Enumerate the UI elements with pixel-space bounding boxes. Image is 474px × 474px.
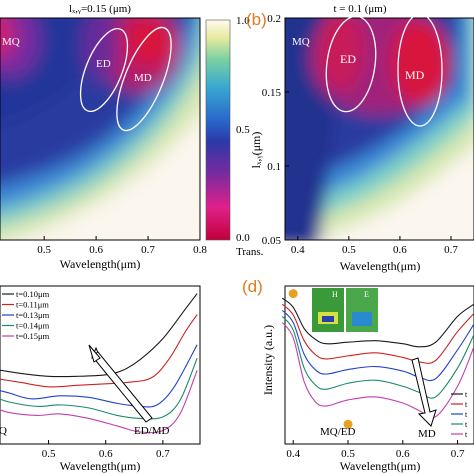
panel-a-label-md: MD	[134, 72, 152, 84]
inset-h-label: H	[332, 290, 338, 299]
panel-a-xlabel: Wavelength(μm)	[60, 257, 141, 271]
panel-b-title: t = 0.1 (μm)	[333, 3, 386, 15]
panel-a-x-axis: 0.5 0.6 0.7 0.8	[37, 236, 207, 256]
panel-b-ytick-label-1: 0.15	[262, 87, 282, 99]
panel-d-series-3	[281, 316, 474, 399]
panel-b-xlabel: Wavelength(μm)	[340, 259, 421, 273]
panel-a-frame	[0, 17, 201, 241]
panel-d-legend-label-4: t	[465, 430, 468, 439]
panel-d-xtick-label-1: 0.5	[341, 448, 355, 460]
panel-d-lines	[281, 297, 474, 419]
panel-d-xtick-label-3: 0.7	[451, 448, 465, 460]
md-ellipse	[116, 26, 172, 132]
panel-d-xtick-label-0: 0.4	[286, 448, 300, 460]
panel-a-label-ed: ED	[96, 58, 111, 70]
panel-a: MQ ED MD lₓ,ᵧ=0.15 (μm) 0.5 0.6 0.7 0.8 Wav…	[0, 3, 264, 271]
panel-d-frame	[284, 285, 474, 445]
panel-d-xtick-label-2: 0.6	[396, 448, 410, 460]
panel-d-inset: H E	[312, 288, 378, 332]
panel-c-xtick-label-1: 0.6	[99, 448, 113, 460]
panel-d-series-1	[281, 303, 474, 364]
panel-d-series-2	[281, 309, 474, 382]
panel-d-series-0	[281, 297, 474, 348]
panel-d-label-mqed: MQ/ED	[320, 426, 356, 438]
panel-c-xlabel: Wavelength(μm)	[60, 459, 141, 473]
panel-b-heatmap	[285, 18, 474, 240]
panel-b-ylabel: lₓ,ᵧ(μm)	[249, 132, 263, 169]
panel-c-xtick-label-2: 0.7	[156, 448, 170, 460]
panel-c-series-4	[0, 370, 198, 434]
inset-h-field	[312, 288, 344, 332]
panel-d-legend-label-2: t	[465, 410, 468, 419]
panel-b-letter: (b)	[246, 10, 267, 29]
panel-d-legend-label-3: t	[465, 420, 468, 429]
panel-a-xtick-label-3: 0.8	[193, 244, 207, 256]
inset-e-core	[352, 312, 372, 326]
panel-b-label-md: MD	[405, 68, 425, 82]
panel-c-legend-label-4: t=0.15μm	[16, 331, 50, 341]
panel-b-ytick-label-3: 0.05	[262, 235, 282, 247]
panel-b-label-ed: ED	[340, 52, 356, 66]
panel-c: t=0.10μmt=0.11μmt=0.13μmt=0.14μmt=0.15μm…	[0, 285, 201, 473]
panel-d-markers	[288, 289, 353, 429]
panel-d-legend-label-1: t	[465, 400, 468, 409]
panel-b-x-axis: 0.4 0.5 0.6 0.7	[291, 236, 458, 256]
panel-b-md-ellipse	[397, 13, 443, 127]
panel-a-xtick-label-2: 0.7	[141, 244, 155, 256]
panel-c-label-edmd: ED/MD	[134, 425, 170, 437]
panel-d-letter: (d)	[242, 277, 263, 296]
panel-b-xtick-label-1: 0.5	[342, 244, 356, 256]
panel-d-marker-1	[343, 419, 353, 429]
colorbar-frame	[205, 19, 231, 241]
panel-b-ytick-label-2: 0.1	[267, 161, 281, 173]
panel-c-label-q: Q	[0, 425, 7, 437]
inset-h-core	[322, 316, 334, 322]
panel-b-ed-ellipse	[325, 15, 377, 113]
panel-a-label-mq: MQ	[2, 36, 20, 48]
panel-b-label-mq: MQ	[292, 36, 310, 48]
panel-d-xlabel: Wavelength(μm)	[340, 459, 421, 473]
ed-ellipse	[79, 28, 129, 112]
panel-c-series-2	[0, 344, 198, 408]
panel-d-legend-label-0: t	[465, 390, 468, 399]
panel-b-xtick-label-0: 0.4	[291, 244, 305, 256]
panel-c-legend-label-1: t=0.11μm	[16, 300, 49, 310]
panel-a-mode-ellipses	[79, 26, 172, 132]
panel-d-marker-0	[288, 289, 298, 299]
panel-c-arrow-tip	[88, 344, 101, 363]
panel-b-xtick-label-2: 0.6	[393, 244, 407, 256]
panel-b: (b) t = 0.1 (μm) MQ ED MD 0.2 0.15 0.1 0.05…	[246, 3, 474, 273]
panel-b-xtick-label-3: 0.7	[444, 244, 458, 256]
panel-a-title: lₓ,ᵧ=0.15 (μm)	[69, 3, 131, 15]
panel-c-legend-label-2: t=0.13μm	[16, 310, 50, 320]
panel-b-frame	[284, 17, 474, 241]
panel-c-legend-label-0: t=0.10μm	[16, 289, 50, 299]
panel-d-series-4	[281, 322, 474, 419]
panel-b-y-axis: 0.2 0.15 0.1 0.05	[262, 13, 289, 247]
panel-d-label-md: MD	[418, 428, 436, 440]
panel-b-ytick-label-0: 0.2	[267, 13, 281, 25]
colorbar	[206, 20, 230, 240]
inset-e-label: E	[364, 290, 369, 299]
panel-c-xtick-label-0: 0.5	[42, 448, 56, 460]
colorbar-tick-min: 0.0	[236, 232, 250, 244]
panel-a-xtick-label-0: 0.5	[37, 244, 51, 256]
colorbar-tick-mid: 0.5	[236, 124, 250, 136]
colorbar-label: Trans.	[236, 246, 264, 258]
panel-c-frame	[0, 285, 201, 445]
panel-d-arrow	[411, 357, 437, 427]
panel-c-legend-label-3: t=0.14μm	[16, 321, 50, 331]
panel-c-series-3	[0, 358, 198, 420]
panel-d-x-axis: 0.4 0.5 0.6 0.7	[286, 440, 465, 460]
panel-c-x-axis: 0.5 0.6 0.7	[42, 440, 170, 460]
panel-a-heatmap	[0, 18, 200, 240]
panel-d-ylabel: Intensity (a.u.)	[261, 325, 275, 395]
panel-a-xtick-label-1: 0.6	[89, 244, 103, 256]
colorbar-tick-max: 1.0	[236, 15, 250, 27]
